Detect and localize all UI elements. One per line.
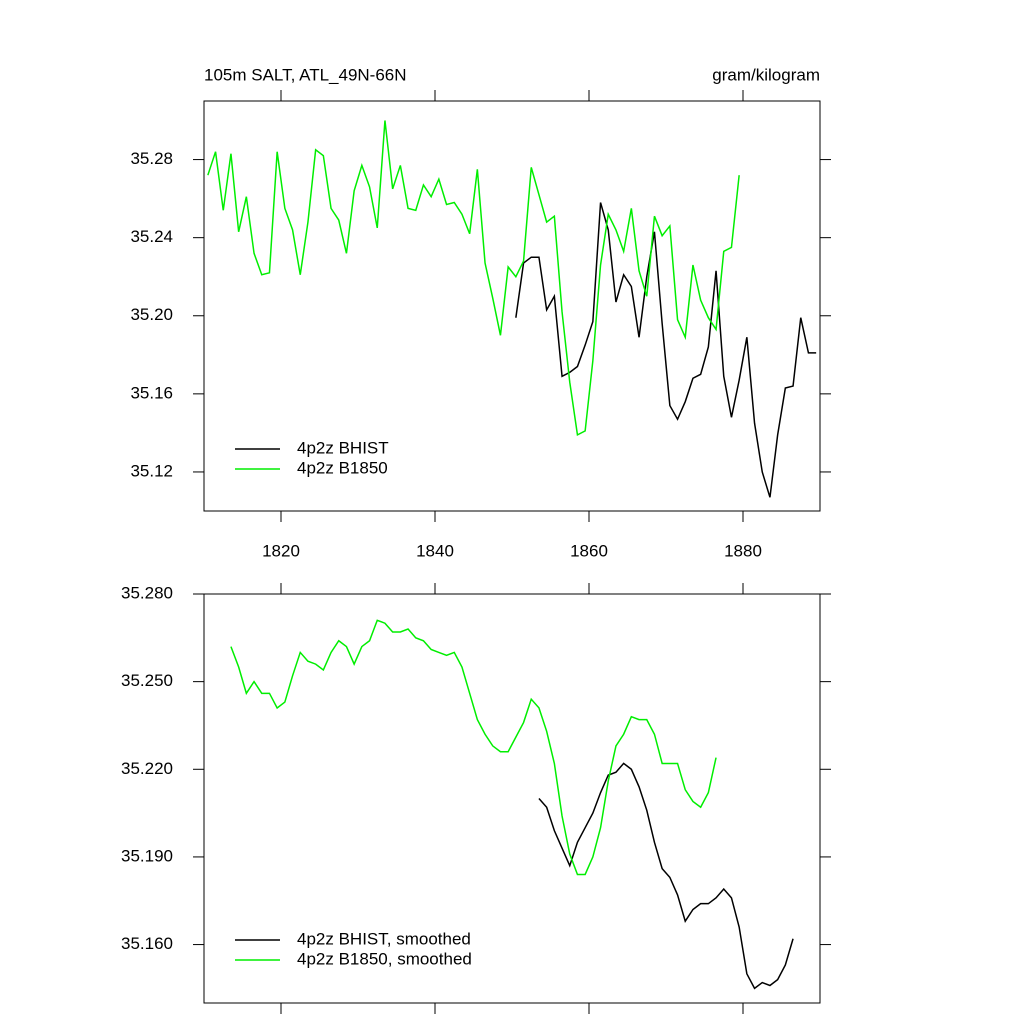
legend-label: 4p2z BHIST bbox=[297, 438, 389, 457]
y-tick-label: 35.28 bbox=[130, 149, 173, 168]
x-tick-label: 1820 bbox=[262, 541, 300, 560]
x-tick-label: 1860 bbox=[570, 541, 608, 560]
y-tick-label: 35.12 bbox=[130, 461, 173, 480]
y-tick-label: 35.20 bbox=[130, 305, 173, 324]
y-tick-label: 35.160 bbox=[121, 934, 173, 953]
y-tick-label: 35.220 bbox=[121, 759, 173, 778]
series-line bbox=[207, 120, 740, 437]
y-tick-label: 35.280 bbox=[121, 583, 173, 602]
x-tick-label: 1840 bbox=[416, 541, 454, 560]
legend-label: 4p2z BHIST, smoothed bbox=[297, 929, 471, 948]
plot-frame bbox=[203, 593, 821, 1004]
legend-label: 4p2z B1850 bbox=[297, 458, 388, 477]
chart-title: 105m SALT, ATL_49N-66N bbox=[204, 65, 407, 84]
series-line bbox=[538, 762, 794, 990]
series-line bbox=[515, 202, 817, 498]
y-tick-label: 35.24 bbox=[130, 227, 173, 246]
y-tick-label: 35.250 bbox=[121, 671, 173, 690]
legend-label: 4p2z B1850, smoothed bbox=[297, 949, 472, 968]
plot-frame bbox=[203, 100, 821, 512]
series-line bbox=[230, 619, 717, 876]
x-tick-label: 1880 bbox=[724, 541, 762, 560]
y-tick-label: 35.16 bbox=[130, 383, 173, 402]
units-label: gram/kilogram bbox=[712, 65, 820, 84]
y-tick-label: 35.190 bbox=[121, 846, 173, 865]
